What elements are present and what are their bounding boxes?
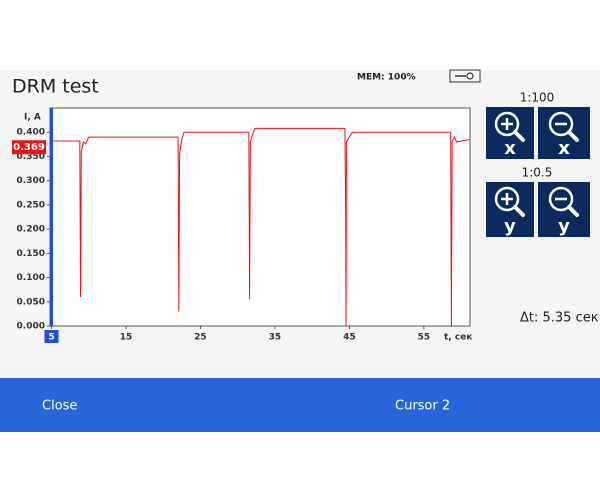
y-tick-label: 0.200 (17, 225, 45, 235)
y-scale: 1:0.5 (522, 166, 553, 180)
button-bg (486, 107, 534, 159)
x-tick-label: 25 (194, 333, 207, 343)
chart: I, A t, сек 0.000 0.050 0.100 0.150 0.200 0.250… (12, 108, 472, 343)
axis-letter: y (558, 216, 570, 237)
x-tick-label: 15 (120, 333, 133, 343)
axis-letter: x (504, 138, 516, 159)
magnifier-handle (513, 130, 525, 142)
zoom-button[interactable]: y (538, 182, 590, 237)
y-tick-label: 0.000 (17, 322, 45, 332)
zoom-button[interactable]: x (486, 107, 534, 159)
zoom-buttons: x x y y (486, 107, 590, 237)
magnifier-lens (548, 186, 574, 212)
y-tick-label: 0.050 (17, 297, 45, 307)
magnifier-handle (567, 130, 579, 142)
y-tick-label: 0.350 (17, 152, 45, 162)
magnifier-lens (548, 111, 574, 137)
footer-bar (0, 378, 600, 432)
y-tick-label: 0.300 (17, 176, 45, 186)
magnifier-handle (513, 205, 525, 217)
memory-status: MEM: 100% (357, 73, 416, 83)
axis-letter: y (504, 216, 516, 237)
x-tick-label: 5 (48, 333, 54, 343)
x-scale: 1:100 (520, 91, 555, 105)
close-button[interactable]: Close (42, 399, 77, 414)
zoom-button[interactable]: x (538, 107, 590, 159)
cursor-x-box (44, 330, 59, 343)
y-tick-label: 0.400 (17, 128, 45, 138)
delta-time: Δt: 5.35 сек (520, 311, 599, 326)
button-bg (538, 107, 590, 159)
cursor-value-box (12, 140, 46, 155)
power-icon (449, 69, 481, 83)
y-tick-label: 0.100 (17, 273, 45, 283)
title: DRM test (12, 76, 99, 98)
x-tick-label: 55 (418, 333, 431, 343)
plot-area (49, 107, 471, 327)
axis-letter: x (558, 138, 570, 159)
y-axis-label: I, A (24, 113, 41, 123)
cursor-button[interactable]: Cursor 2 (395, 399, 450, 414)
x-tick-label: 45 (343, 333, 356, 343)
magnifier-lens (494, 186, 520, 212)
zoom-button[interactable]: y (486, 182, 534, 237)
x-axis-label: t, сек (444, 333, 472, 343)
x-tick-label: 35 (269, 333, 282, 343)
cursor-value: 0.369 (13, 142, 45, 153)
y-tick-label: 0.150 (17, 249, 45, 259)
magnifier-lens (494, 111, 520, 137)
y-tick-label: 0.250 (17, 200, 45, 210)
magnifier-handle (567, 205, 579, 217)
current-line (50, 127, 471, 327)
